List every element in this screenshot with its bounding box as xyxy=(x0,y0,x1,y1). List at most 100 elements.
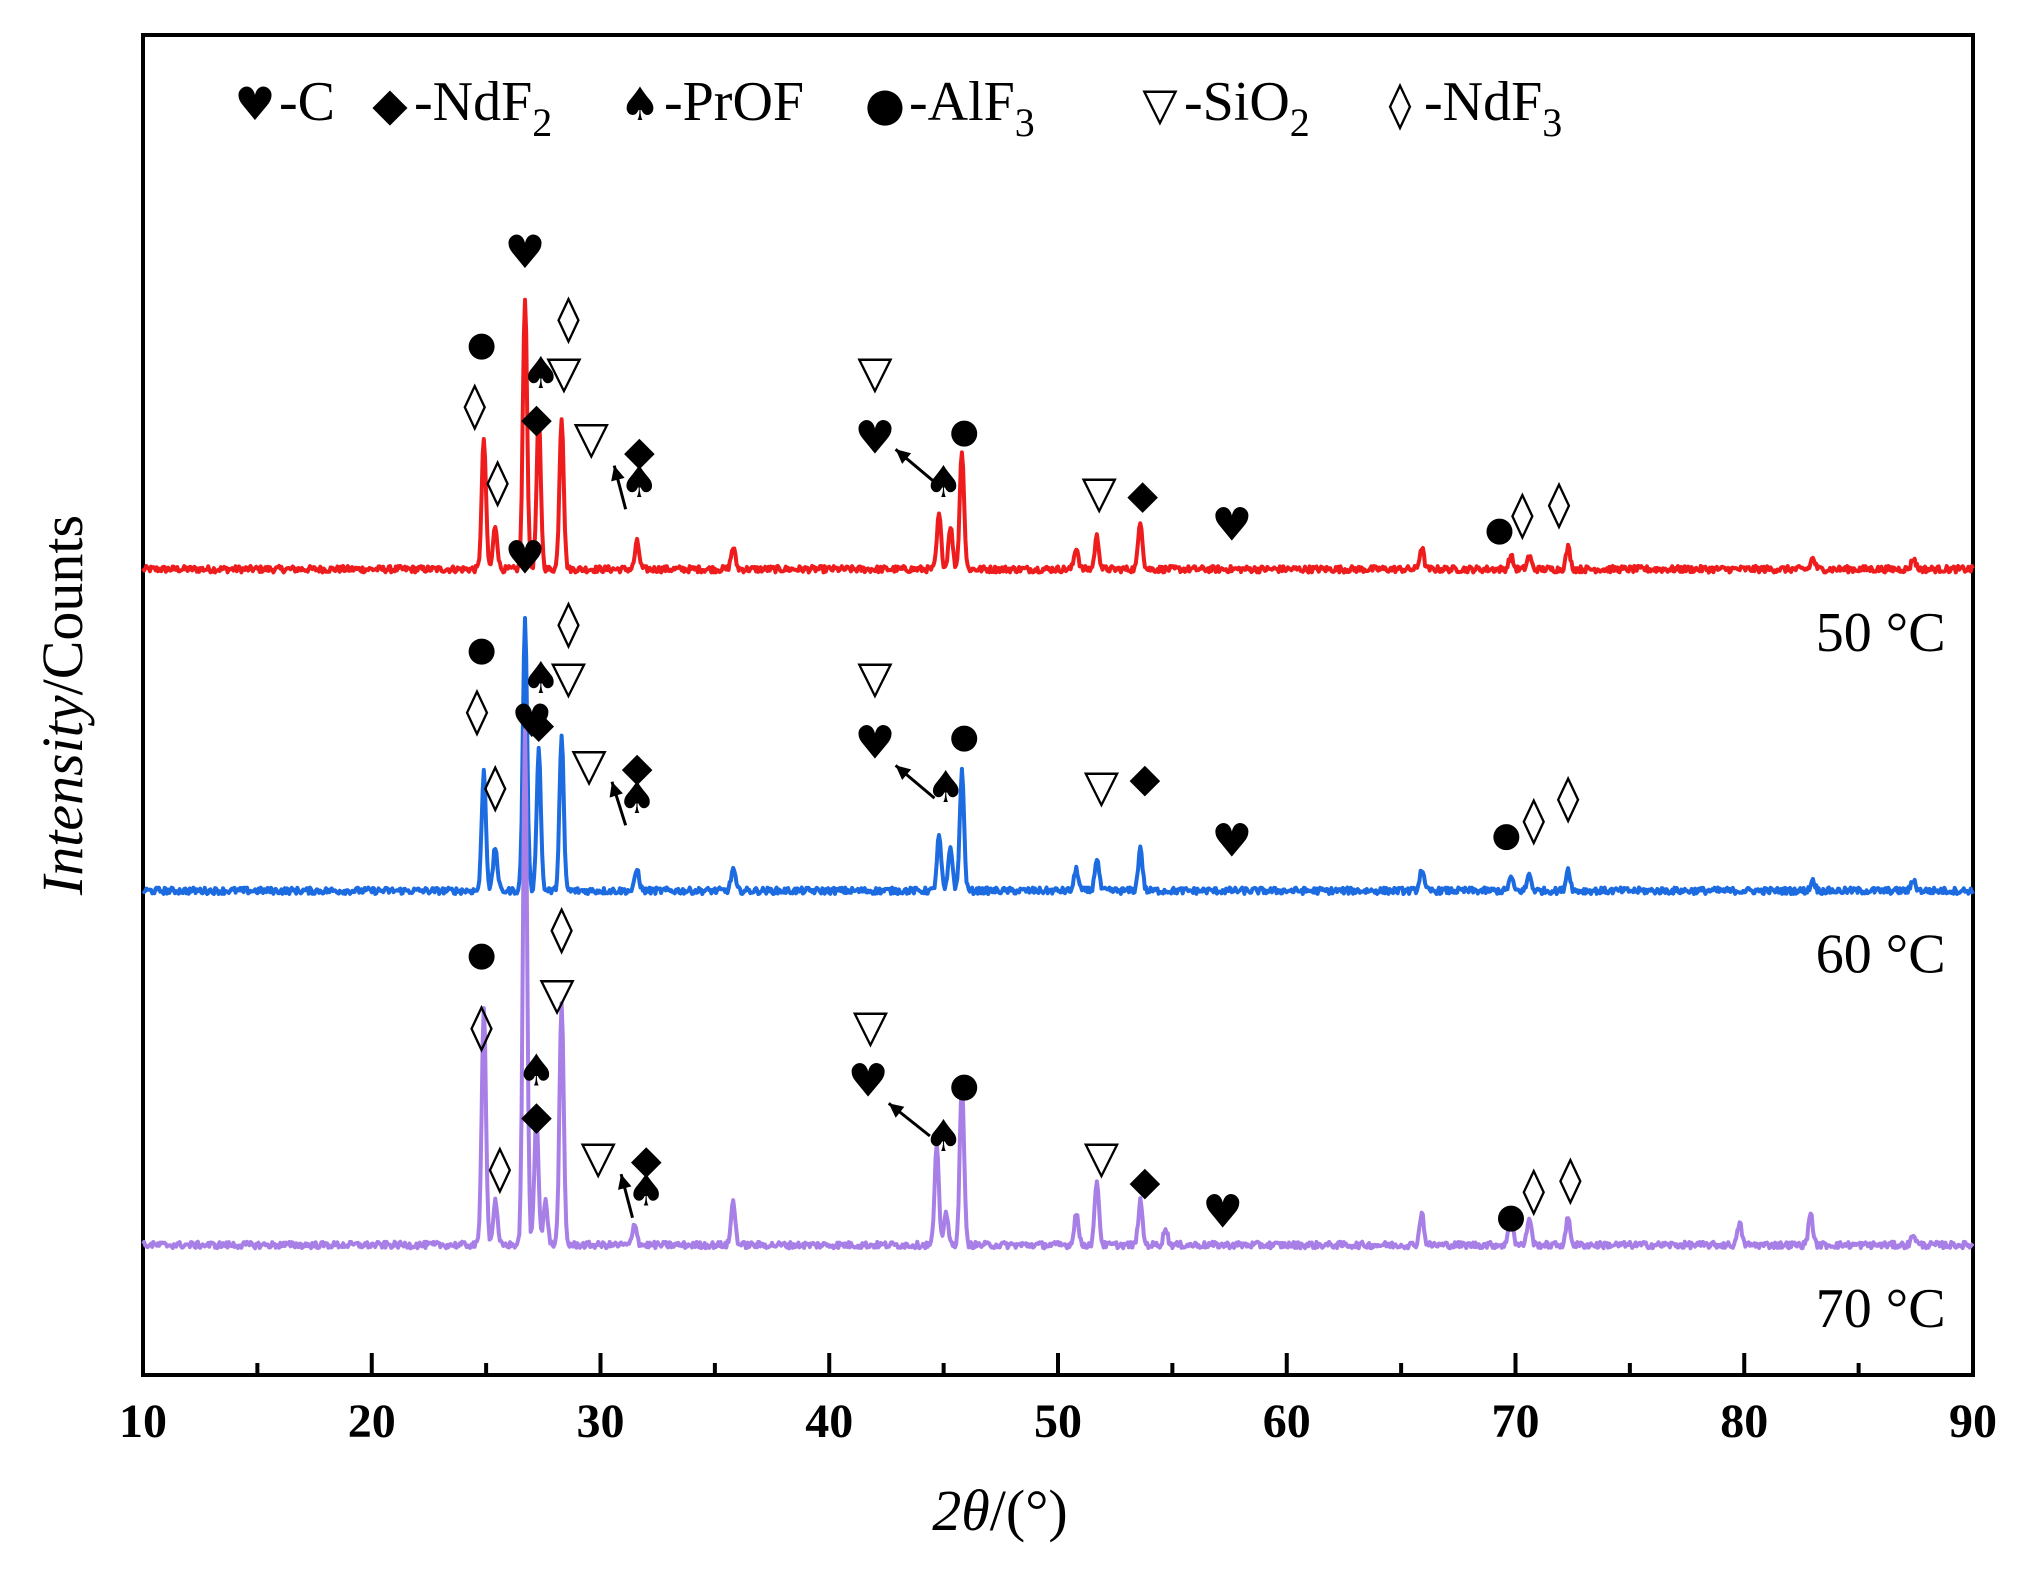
peak-marker: ♠ xyxy=(521,653,560,704)
legend: ♥ -C ◆ -NdF2 ♠ -PrOF ● -AlF3 ▽ -SiO2 ◊ -NdF3 xyxy=(234,71,1562,145)
peak-marker: ▽ xyxy=(853,999,889,1053)
legend-label: -C xyxy=(279,71,335,133)
y-axis-label: Intensity/Counts xyxy=(30,515,95,896)
legend-symbol: ● xyxy=(865,77,905,131)
legend-label: -NdF3 xyxy=(1424,71,1562,145)
x-tick-label: 20 xyxy=(348,1395,396,1448)
x-axis-label-symbol: 2θ xyxy=(932,1478,990,1543)
x-tick-label: 70 xyxy=(1492,1395,1540,1448)
peak-marker: ● xyxy=(467,630,497,670)
legend-item: ◆ -NdF2 xyxy=(372,71,552,145)
peak-marker: ◆ xyxy=(624,428,655,474)
series-layer: 50 °C 60 °C 70 °C xyxy=(141,297,1975,1340)
peak-marker: ▽ xyxy=(857,650,893,704)
marker-layer: ♥●◊◊♠▽◆ ▽ ◆♠◊▽♥♠●▽ ◆♥ ●◊ ◊♥●◊◊♠▽◆▽ ◆♠◊▽♥♠●▽ ◆♥ ●… xyxy=(463,225,1582,1238)
peak-marker: ● xyxy=(949,717,979,757)
annotation-arrow xyxy=(894,764,936,800)
peak-marker: ♠ xyxy=(924,1111,963,1162)
x-tick-label: 80 xyxy=(1720,1395,1768,1448)
legend-item: ♥ -C xyxy=(234,71,335,133)
peak-marker: ♥ xyxy=(1202,1184,1243,1238)
peak-marker: ● xyxy=(949,1066,979,1106)
peak-marker: ♥ xyxy=(1211,498,1252,552)
legend-item: ▽ -SiO2 xyxy=(1142,71,1309,145)
peak-marker: ◊ xyxy=(1522,792,1545,846)
legend-label-subscript: 2 xyxy=(532,100,552,145)
annotation-arrow xyxy=(887,1102,931,1138)
peak-marker: ◆ xyxy=(631,1137,662,1183)
legend-label-subscript: 3 xyxy=(1542,100,1562,145)
series-label: 60 °C xyxy=(1816,924,1946,986)
annotation-arrow xyxy=(894,448,936,484)
y-axis-label-italic: Intensity xyxy=(30,695,95,896)
peak-marker: ♥ xyxy=(504,225,545,279)
x-tick-label: 30 xyxy=(577,1395,625,1448)
peak-marker: ◊ xyxy=(1557,770,1580,824)
legend-label: -NdF2 xyxy=(414,71,552,145)
peak-marker: ♠ xyxy=(521,348,560,399)
x-tick-label: 40 xyxy=(805,1395,853,1448)
legend-label-text: -AlF xyxy=(909,71,1015,133)
legend-label-subscript: 2 xyxy=(1290,100,1310,145)
peak-marker: ♠ xyxy=(620,457,659,508)
peak-marker: ◆ xyxy=(1127,472,1158,518)
peak-marker: ▽ xyxy=(857,345,893,399)
peak-marker: ● xyxy=(1485,510,1515,550)
series-label: 70 °C xyxy=(1816,1278,1946,1340)
x-axis: 10 20 30 40 50 60 70 80 90 xyxy=(119,1353,1997,1448)
peak-marker: ◊ xyxy=(557,291,580,345)
peak-marker: ◊ xyxy=(488,1141,511,1195)
peak-marker: ♥ xyxy=(511,694,552,748)
peak-marker: ▽ xyxy=(546,345,582,399)
peak-marker: ◊ xyxy=(1511,487,1534,541)
peak-marker: ● xyxy=(1492,815,1522,855)
peak-marker: ▽ xyxy=(1084,1130,1120,1184)
legend-item: ◊ -NdF3 xyxy=(1389,71,1563,145)
series-line xyxy=(141,616,1975,896)
peak-marker: ● xyxy=(467,935,497,975)
peak-marker: ▽ xyxy=(581,1130,617,1184)
x-axis-label: 2θ/(°) xyxy=(932,1478,1067,1543)
peak-marker: ● xyxy=(467,324,497,364)
peak-marker: ◆ xyxy=(622,744,653,790)
legend-label-text: -NdF xyxy=(414,71,532,133)
annotation-arrow xyxy=(618,1173,634,1219)
legend-symbol: ♠ xyxy=(619,77,660,131)
peak-marker: ♠ xyxy=(926,762,965,813)
x-tick-label: 90 xyxy=(1949,1395,1997,1448)
peak-marker: ♥ xyxy=(854,410,895,464)
series-line xyxy=(141,728,1975,1251)
peak-marker: ◆ xyxy=(521,1093,552,1139)
peak-marker: ● xyxy=(949,412,979,452)
peak-marker: ◆ xyxy=(523,701,554,747)
series-label: 50 °C xyxy=(1816,602,1946,664)
series-line xyxy=(141,297,1975,575)
annotation-arrow xyxy=(609,781,628,826)
legend-label: -SiO2 xyxy=(1184,71,1310,145)
peak-marker: ▽ xyxy=(539,966,575,1020)
peak-marker: ◆ xyxy=(1130,1159,1161,1205)
legend-symbol: ▽ xyxy=(1142,77,1178,131)
peak-marker: ♥ xyxy=(504,530,545,584)
peak-marker: ◊ xyxy=(1559,1152,1582,1206)
peak-marker: ▽ xyxy=(574,410,610,464)
peak-marker: ● xyxy=(1496,1196,1526,1236)
legend-item: ♠ -PrOF xyxy=(619,71,804,133)
legend-symbol: ◊ xyxy=(1389,77,1412,131)
peak-marker: ♠ xyxy=(517,1046,556,1097)
peak-marker: ▽ xyxy=(571,737,607,791)
peak-marker: ◆ xyxy=(521,396,552,442)
peak-marker: ♥ xyxy=(1211,814,1252,868)
peak-marker: ♥ xyxy=(854,716,895,770)
y-axis-label-rest: /Counts xyxy=(30,515,95,696)
x-axis-label-unit: /(°) xyxy=(990,1478,1068,1543)
peak-marker: ◊ xyxy=(1548,476,1571,530)
peak-marker: ◆ xyxy=(1130,755,1161,801)
legend-item: ● -AlF3 xyxy=(865,71,1035,145)
peak-marker: ◊ xyxy=(484,759,507,813)
peak-marker: ◊ xyxy=(486,454,509,508)
peak-marker: ♠ xyxy=(627,1166,666,1217)
x-tick-label: 10 xyxy=(119,1395,167,1448)
legend-label-text: -PrOF xyxy=(664,71,804,133)
legend-label: -PrOF xyxy=(664,71,804,133)
